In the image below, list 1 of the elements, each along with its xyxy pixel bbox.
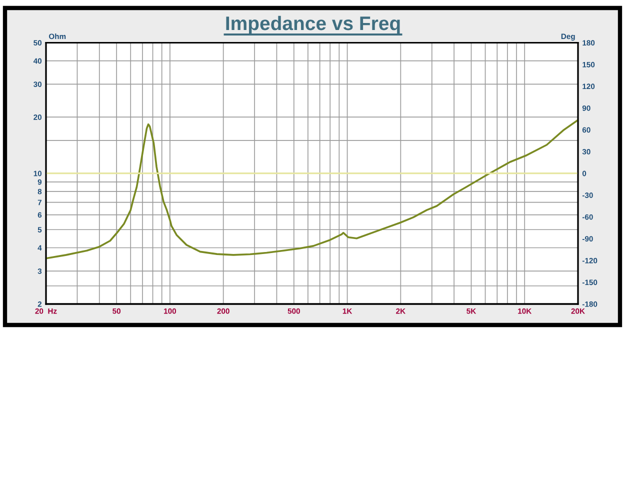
chart-title: Impedance vs Freq bbox=[226, 16, 400, 34]
